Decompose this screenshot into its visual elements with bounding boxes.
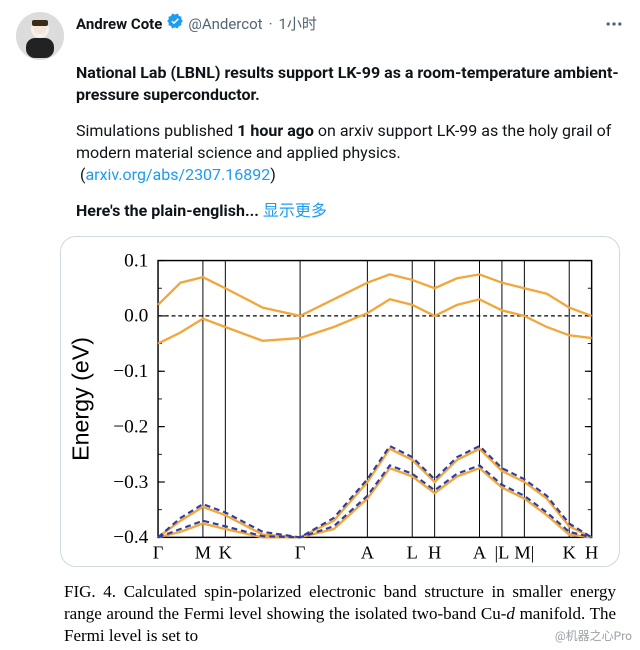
arxiv-link[interactable]: arxiv.org/abs/2307.16892: [85, 165, 270, 184]
svg-text:−0.2: −0.2: [113, 416, 148, 437]
more-icon[interactable]: [604, 14, 624, 34]
headline-bold: National Lab (LBNL) results support LK-9…: [76, 63, 619, 104]
svg-text:−0.1: −0.1: [113, 361, 148, 382]
svg-text:Energy (eV): Energy (eV): [69, 337, 93, 461]
svg-text:K: K: [219, 543, 233, 563]
svg-text:−0.4: −0.4: [113, 527, 148, 548]
svg-text:A: A: [361, 543, 375, 563]
body-text-2a: Simulations published: [76, 121, 237, 140]
tweet-container: Andrew Cote @Andercot · 1小时 National Lab…: [0, 0, 640, 222]
author-line: Andrew Cote @Andercot · 1小时: [76, 12, 624, 35]
timestamp[interactable]: 1小时: [279, 14, 317, 34]
svg-text:M|: M|: [514, 543, 534, 563]
display-name[interactable]: Andrew Cote: [76, 14, 162, 34]
body-bold-2: 1 hour ago: [237, 121, 314, 140]
avatar[interactable]: [16, 12, 64, 60]
tweet-header: Andrew Cote @Andercot · 1小时: [16, 12, 624, 60]
watermark-text: @机器之心Pro: [555, 627, 632, 644]
figure-caption: FIG. 4. Calculated spin-polarized electr…: [60, 575, 620, 647]
svg-text:Γ: Γ: [153, 543, 164, 563]
caption-italic: d: [506, 604, 515, 623]
handle[interactable]: @Andercot: [188, 14, 262, 34]
svg-text:|L: |L: [494, 543, 509, 563]
dot-separator: ·: [267, 14, 275, 34]
tweet-body: National Lab (LBNL) results support LK-9…: [76, 62, 624, 222]
svg-text:0.0: 0.0: [124, 306, 148, 327]
embedded-image-card[interactable]: 0.10.0−0.1−0.2−0.3−0.4ΓMKΓALHA|LM|KHEner…: [60, 236, 620, 567]
caption-prefix: FIG. 4.: [64, 582, 124, 601]
svg-text:M: M: [195, 543, 211, 563]
svg-text:−0.3: −0.3: [113, 472, 148, 493]
svg-text:0.1: 0.1: [124, 250, 148, 271]
svg-text:H: H: [585, 543, 598, 563]
svg-text:H: H: [428, 543, 441, 563]
svg-text:A: A: [473, 543, 487, 563]
body-bold-3: Here's the plain-english...: [76, 201, 259, 220]
show-more-link[interactable]: 显示更多: [259, 201, 327, 220]
verified-icon: [166, 12, 184, 35]
svg-text:K: K: [563, 543, 577, 563]
svg-text:Γ: Γ: [295, 543, 306, 563]
band-structure-chart: 0.10.0−0.1−0.2−0.3−0.4ΓMKΓALHA|LM|KHEner…: [69, 247, 611, 566]
svg-text:L: L: [407, 543, 418, 563]
